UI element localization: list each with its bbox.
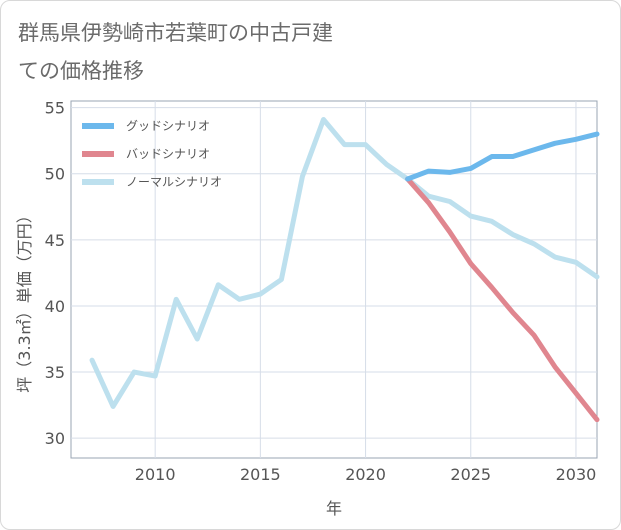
grid-lines	[71, 101, 597, 458]
y-tick-label: 50	[45, 165, 65, 184]
legend-label-1: バッドシナリオ	[126, 147, 210, 161]
legend-label-2: ノーマルシナリオ	[126, 175, 222, 189]
series-line-1	[405, 176, 600, 423]
legend-label-0: グッドシナリオ	[126, 119, 210, 133]
x-tick-label: 2030	[556, 465, 597, 484]
x-tick-label: 2015	[240, 465, 281, 484]
y-tick-label: 30	[45, 429, 65, 448]
x-axis-label: 年	[326, 499, 342, 518]
x-tick-label: 2010	[135, 465, 176, 484]
y-tick-label: 55	[45, 99, 65, 118]
series-line-2	[89, 117, 600, 409]
y-tick-label: 45	[45, 231, 65, 250]
plot-area	[70, 100, 598, 459]
x-tick-labels: 2010 2015 2020 2025 2030	[135, 465, 597, 484]
x-tick-label: 2020	[345, 465, 386, 484]
series-line-0	[405, 131, 600, 182]
series-lines	[89, 117, 600, 423]
page-title: 群馬県伊勢崎市若葉町の中古戸建ての価格推移	[18, 21, 333, 83]
x-tick-label: 2025	[450, 465, 491, 484]
y-axis-label: 坪（3.3㎡）単価（万円）	[15, 207, 34, 392]
y-tick-labels: 30 35 40 45 50 55	[45, 99, 65, 449]
y-tick-label: 35	[45, 363, 65, 382]
y-tick-label: 40	[45, 297, 65, 316]
